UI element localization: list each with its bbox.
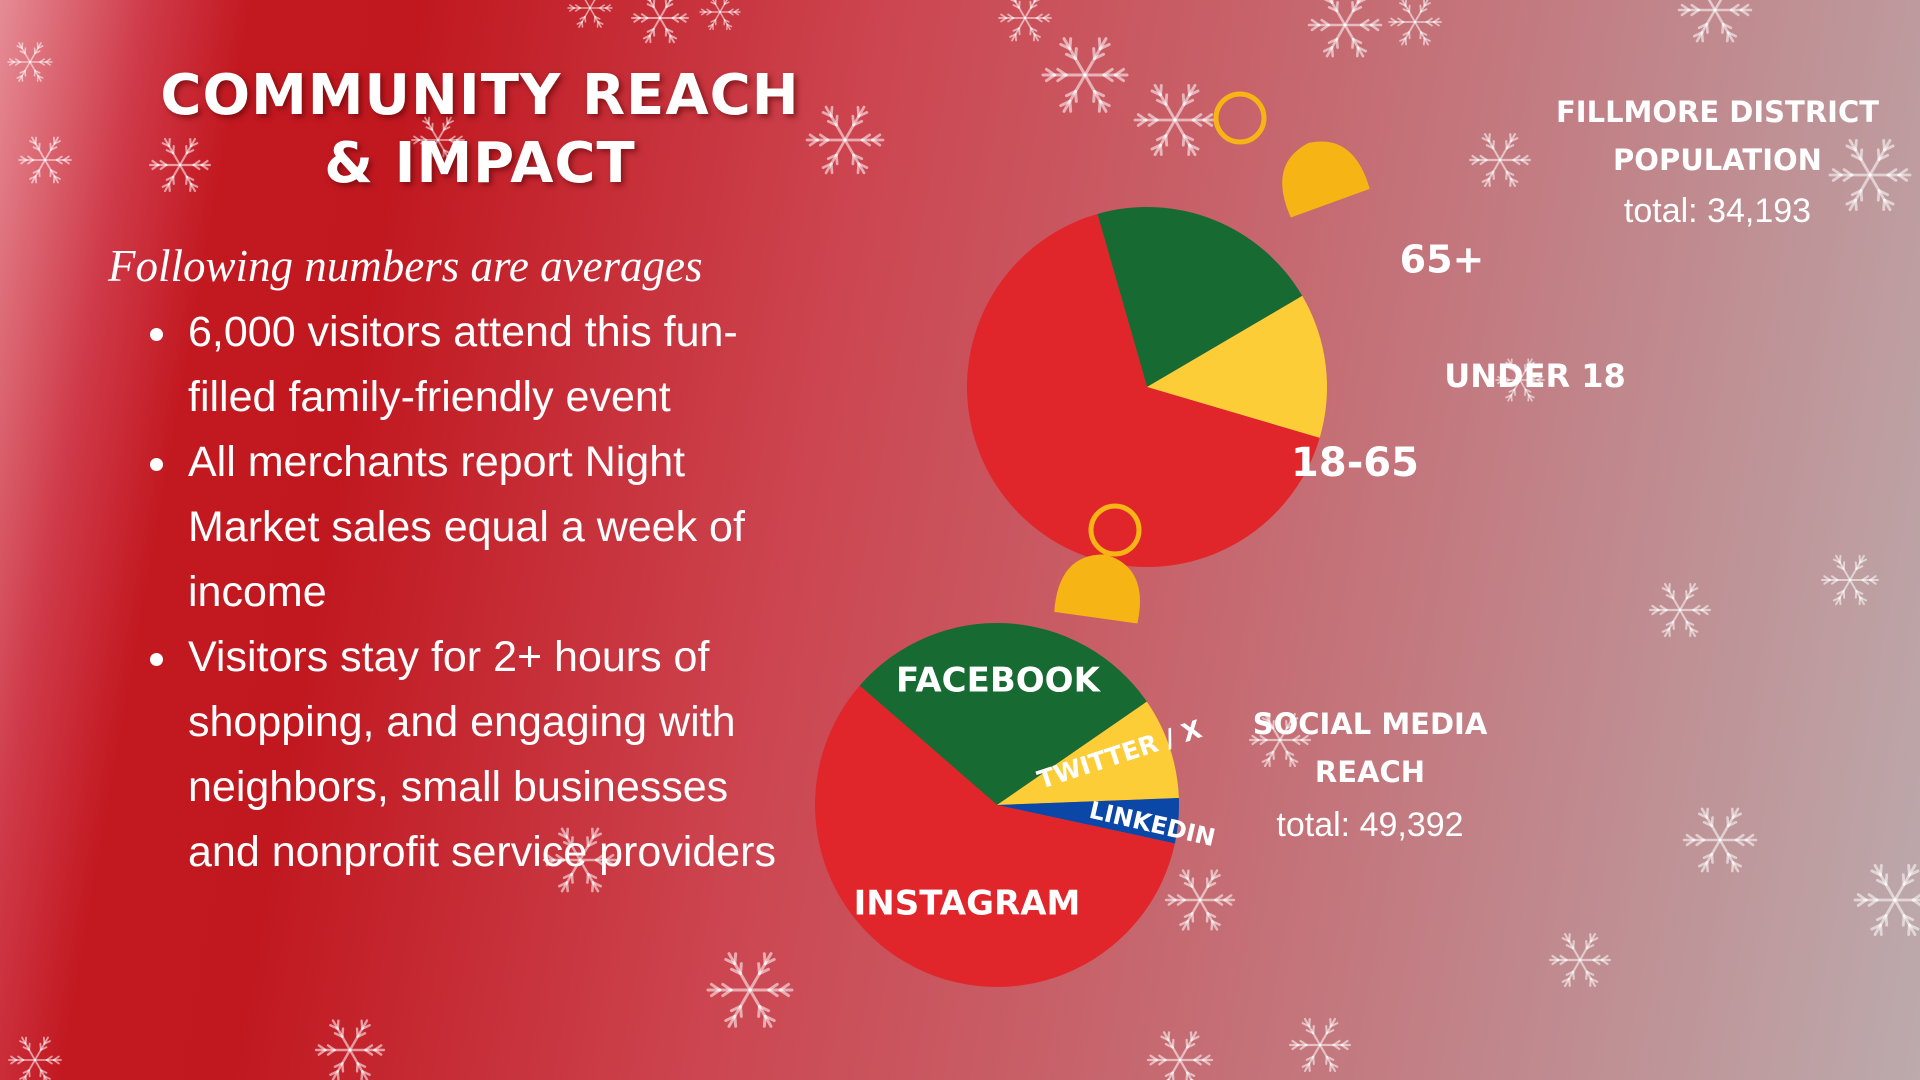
- snowflake-icon: [699, 0, 741, 31]
- social-total: total: 49,392: [1276, 806, 1464, 844]
- snowflake-icon: [7, 42, 53, 82]
- population-ornament-pie: 65+ UNDER 18 18-65: [967, 91, 1626, 568]
- snowflake-icon: [1677, 0, 1753, 43]
- pie-slice-65: [1097, 207, 1303, 387]
- snowflake-icon: [1388, 0, 1442, 46]
- snowflake-icon: [1133, 83, 1217, 157]
- snowflake-icon: [706, 952, 794, 1028]
- snowflake-icon: [1828, 138, 1912, 212]
- slice-label: 18-65: [1291, 440, 1419, 486]
- pie-slice-linkedin: [997, 798, 1179, 844]
- snowflake-icon: [1648, 582, 1712, 638]
- snowflake-icon: [148, 137, 212, 193]
- snowflake-icon: [998, 0, 1052, 42]
- population-chart-title: FILLMORE DISTRICT POPULATION: [1545, 88, 1890, 184]
- snowflake-icon: [1548, 932, 1612, 988]
- bullet-item: 6,000 visitors attend this fun-filled fa…: [140, 300, 780, 430]
- pie-slice-instagram: [814, 685, 1175, 988]
- snowflake-icon: [1041, 37, 1129, 113]
- snowflake-icon: [1495, 358, 1545, 402]
- pie-slice-18-65: [967, 213, 1320, 568]
- snowflake-icon: [411, 116, 465, 164]
- pie-slice-twitter-x: [997, 701, 1179, 805]
- ornament-hook-icon: [1088, 503, 1142, 557]
- ornament-cap-icon: [1054, 554, 1140, 624]
- slice-label: 65+: [1400, 238, 1485, 282]
- slice-label: INSTAGRAM: [854, 884, 1081, 924]
- snowflake-icon: [314, 1019, 386, 1080]
- snowflake-icon: [567, 0, 613, 28]
- social-title-line-1: SOCIAL MEDIA: [1252, 707, 1488, 741]
- slice-label: FACEBOOK: [896, 661, 1102, 701]
- population-title-line-2: POPULATION: [1613, 143, 1822, 177]
- snowflake-icon: [1821, 554, 1879, 606]
- social-chart-title: SOCIAL MEDIA REACH: [1240, 700, 1500, 796]
- snowflake-icon: [1288, 1017, 1352, 1073]
- snowflake-icon: [542, 827, 618, 893]
- snowflake-icon: [1146, 1031, 1214, 1080]
- slide-title: COMMUNITY REACH & IMPACT: [140, 62, 820, 198]
- pie-slice-facebook: [859, 623, 1147, 805]
- bullet-list: 6,000 visitors attend this fun-filled fa…: [140, 300, 780, 885]
- bullet-item: Visitors stay for 2+ hours of shopping, …: [140, 625, 780, 885]
- pie-slice-under-18: [1147, 295, 1327, 438]
- snowflake-icon: [805, 105, 885, 175]
- population-total: total: 34,193: [1623, 192, 1812, 230]
- slide-title-line-2: & IMPACT: [324, 131, 636, 196]
- snowflake-icon: [8, 1036, 62, 1080]
- snowflake-icon: [1248, 712, 1312, 768]
- snowflake-icon: [1307, 0, 1383, 58]
- ornament-hook-icon: [1213, 91, 1267, 145]
- subtitle: Following numbers are averages: [108, 241, 703, 291]
- slide-title-line-1: COMMUNITY REACH: [160, 63, 800, 128]
- snowflake-icon: [1468, 132, 1532, 188]
- snowflake-icon: [631, 0, 689, 44]
- snowflake-icon: [1164, 869, 1236, 931]
- ornament-cap-icon: [1282, 141, 1370, 218]
- snowflake-icon: [1853, 863, 1920, 937]
- snowflake-icon: [1682, 807, 1758, 873]
- population-title-line-1: FILLMORE DISTRICT: [1555, 95, 1880, 129]
- bullet-item: All merchants report Night Market sales …: [140, 430, 780, 625]
- slice-label: UNDER 18: [1444, 357, 1626, 395]
- snowflake-icon: [18, 136, 72, 184]
- social-title-line-2: REACH: [1314, 755, 1426, 789]
